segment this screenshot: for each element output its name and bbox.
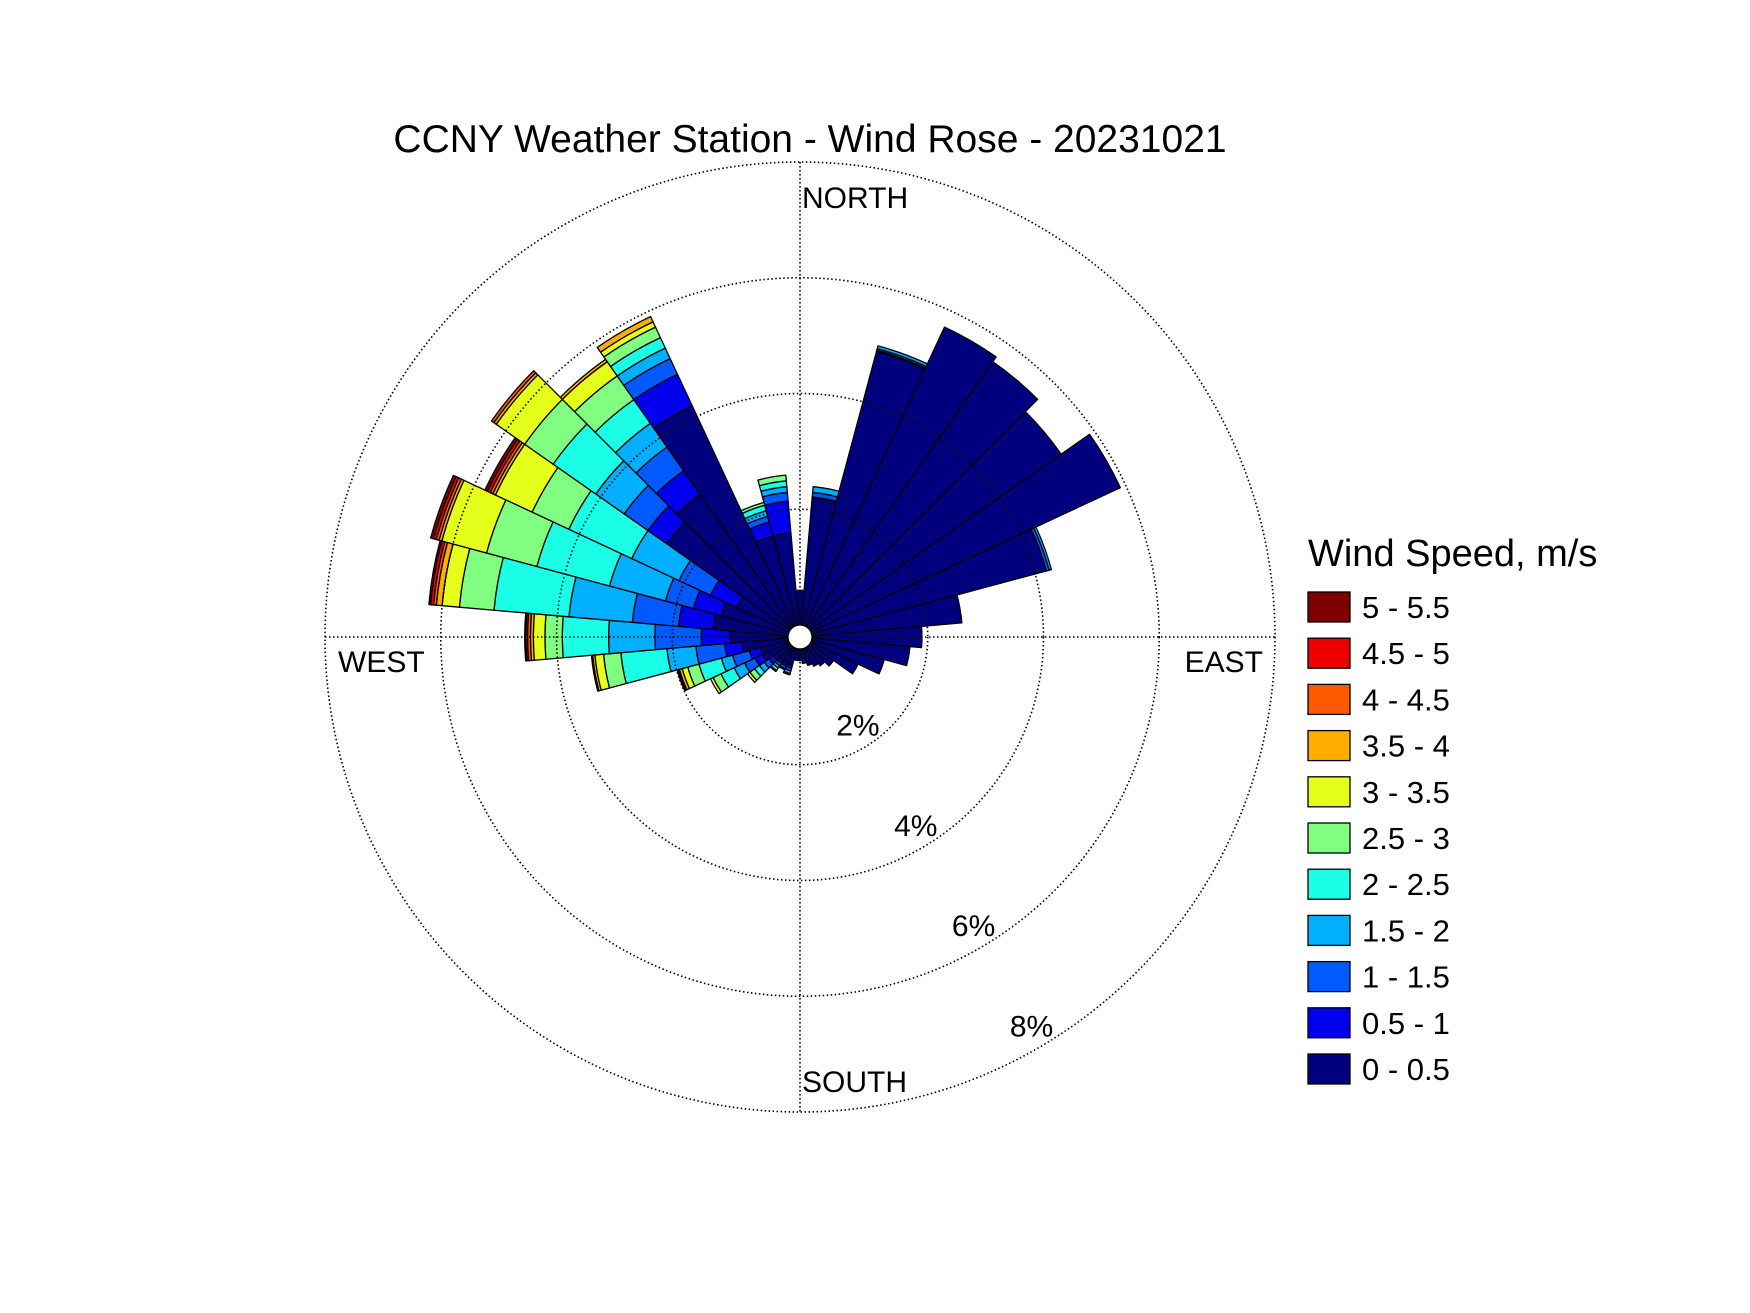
petal-200-bin-4 [782,670,791,676]
polar-grid [324,161,1276,1113]
radial-tick-labels: 2% 4% 6% 8% [836,710,1053,1044]
legend-title: Wind Speed, m/s [1308,533,1597,575]
legend-swatch-8 [1307,960,1351,993]
petal-310-bin-8 [490,370,537,424]
wind-rose-petals [428,316,1121,695]
grid-ring-8 [324,161,1276,1113]
legend-label-2: 4 - 4.5 [1362,682,1450,717]
legend-label-8: 1 - 1.5 [1362,960,1450,995]
direction-label-east: EAST [1185,646,1263,679]
legend-swatch-7 [1307,914,1351,947]
ring-label-6: 6% [952,910,995,943]
grid-ring-2 [671,508,929,766]
direction-label-north: NORTH [802,182,908,215]
grid-ring-4 [555,392,1045,882]
petal-330-bin-7 [596,316,654,353]
petal-270-bin-3 [607,619,657,655]
ring-label-8: 8% [1010,1010,1053,1043]
legend-label-7: 1.5 - 2 [1362,913,1450,948]
petal-290-bin-10 [429,474,457,540]
legend-swatch-3 [1307,729,1351,762]
legend-label-3: 3.5 - 4 [1362,729,1450,764]
legend-swatch-2 [1307,683,1351,716]
legend-swatch-0 [1307,591,1351,623]
center-hole [787,624,813,650]
petal-270-bin-6 [532,613,547,661]
legend-swatch-10 [1307,1053,1351,1085]
legend-label-1: 4.5 - 5 [1362,636,1450,671]
petal-70-bin-3 [1033,526,1053,571]
legend-entries: 5 - 5.5 4.5 - 5 4 - 4.5 3.5 - 4 3 - 3.5 2.5 -… [1307,590,1450,1087]
petal-260-bin-4 [620,647,672,685]
direction-label-south: SOUTH [802,1066,907,1099]
chart-title: CCNY Weather Station - Wind Rose - 20231… [393,118,1226,161]
legend-label-5: 2.5 - 3 [1362,821,1450,856]
petal-350-bin-5 [757,474,787,487]
direction-label-west: WEST [338,646,425,679]
legend-label-4: 3 - 3.5 [1362,775,1450,810]
legend-swatch-6 [1307,868,1351,900]
grid-ring-6 [439,276,1161,998]
legend-swatch-1 [1307,637,1351,669]
legend-swatch-5 [1307,822,1351,854]
direction-labels: NORTH SOUTH EAST WEST [338,182,1263,1099]
legend-label-9: 0.5 - 1 [1362,1006,1450,1041]
legend-swatch-4 [1307,776,1351,808]
legend-label-6: 2 - 2.5 [1362,867,1450,902]
ring-label-4: 4% [894,810,937,843]
legend-label-10: 0 - 0.5 [1362,1052,1450,1087]
ring-label-2: 2% [836,710,879,743]
legend-label-0: 5 - 5.5 [1362,590,1450,625]
legend: Wind Speed, m/s 5 - 5.5 4.5 - 5 4 - 4.5 3.5… [1307,533,1597,1087]
legend-swatch-9 [1307,1007,1351,1039]
